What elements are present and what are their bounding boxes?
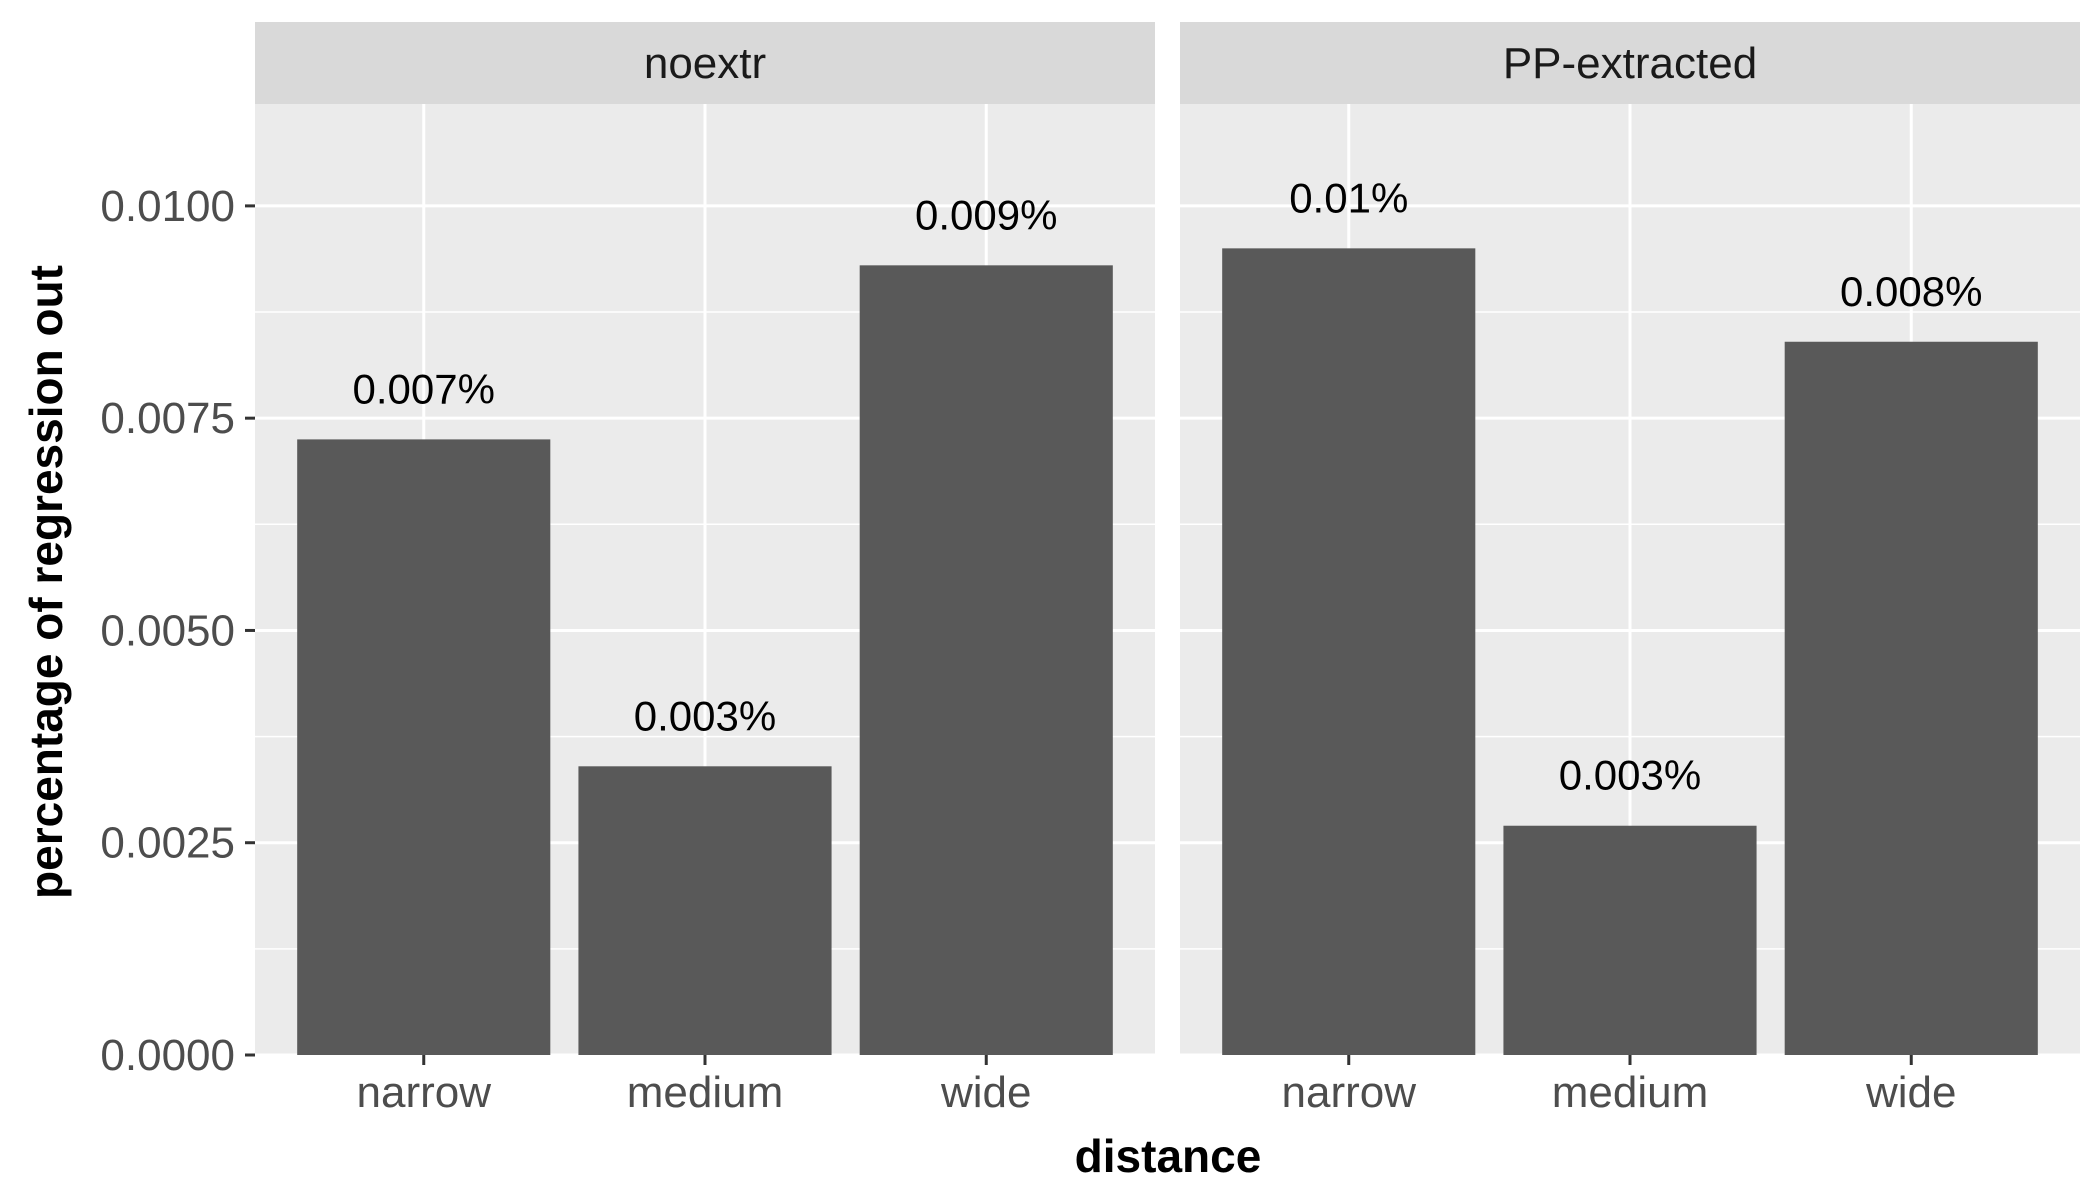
bar-value-label: 0.008% <box>1840 268 1982 315</box>
facet-panel-1: PP-extracted 0.01% narrow 0.003% medium 0.008… <box>1180 22 2080 1117</box>
bar-narrow <box>1222 248 1476 1056</box>
bar-medium <box>1503 825 1757 1055</box>
y-axis: 0.0000 0.0025 0.0050 0.0075 0.0100 <box>100 182 255 1080</box>
x-tick-label: medium <box>627 1068 784 1117</box>
facet-strip <box>1180 22 2080 104</box>
facet-strip-label: noextr <box>644 39 766 88</box>
bar-wide <box>1784 341 2038 1055</box>
x-axis-title: distance <box>1075 1130 1262 1182</box>
y-tick-label: 0.0050 <box>100 606 235 655</box>
bar-medium <box>578 766 832 1055</box>
facet-panel-0: noextr 0.007% narrow 0.003% medium 0.009% wide <box>255 22 1155 1117</box>
x-tick-label: narrow <box>357 1068 492 1117</box>
y-axis-title: percentage of regression out <box>20 265 72 899</box>
x-tick-label: wide <box>1865 1068 1957 1117</box>
y-tick-label: 0.0075 <box>100 394 235 443</box>
bar-value-label: 0.007% <box>353 365 495 412</box>
x-tick-label: medium <box>1552 1068 1709 1117</box>
bar-value-label: 0.01% <box>1289 174 1408 221</box>
x-tick-label: narrow <box>1282 1068 1417 1117</box>
bar-wide <box>859 265 1113 1056</box>
bar-value-label: 0.003% <box>1559 752 1701 799</box>
y-tick-label: 0.0000 <box>100 1031 235 1080</box>
bar-value-label: 0.003% <box>634 692 776 739</box>
facet-strip <box>255 22 1155 104</box>
y-tick-label: 0.0100 <box>100 182 235 231</box>
bar-narrow <box>297 439 551 1055</box>
facet-strip-label: PP-extracted <box>1503 39 1757 88</box>
y-tick-label: 0.0025 <box>100 819 235 868</box>
x-tick-label: wide <box>940 1068 1032 1117</box>
facet-panels: noextr 0.007% narrow 0.003% medium 0.009% wide… <box>255 22 2080 1117</box>
bar-value-label: 0.009% <box>915 191 1057 238</box>
